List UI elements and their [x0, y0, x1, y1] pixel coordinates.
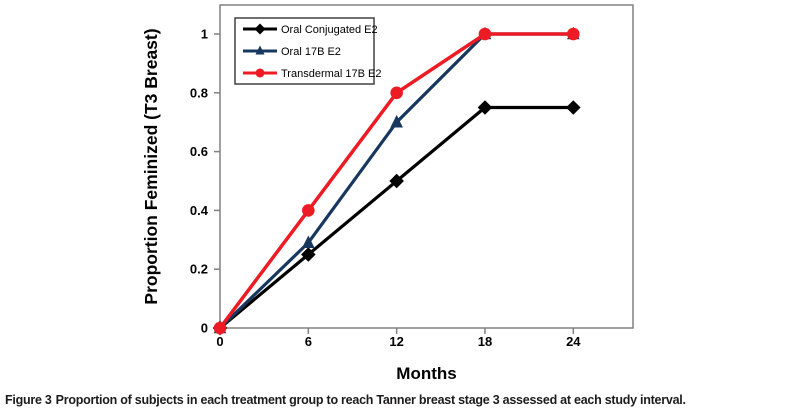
chart-svg: 0 0.2 0.4 0.6 0.8 1 0 6 12 18 24 Oral Conjugated E2…	[141, 4, 634, 383]
data-point-marker	[567, 27, 580, 41]
y-tick-label: 0.8	[190, 85, 208, 100]
data-point-marker	[478, 27, 492, 41]
x-axis: 0 6 12 18 24	[216, 328, 581, 349]
legend-label: Transdermal 17B E2	[281, 68, 381, 80]
data-point-marker	[390, 86, 403, 100]
data-point-marker	[477, 100, 493, 115]
y-axis: 0 0.2 0.4 0.6 0.8 1	[190, 27, 220, 336]
legend-marker-triangle-icon	[255, 45, 265, 55]
legend-label: Oral 17B E2	[281, 46, 341, 58]
y-tick-label: 0.4	[190, 203, 209, 218]
data-point-marker	[302, 235, 315, 249]
legend-marker-diamond-icon	[254, 23, 266, 35]
figure-caption-label: Figure 3	[5, 393, 52, 407]
data-point-marker	[566, 100, 581, 115]
legend-label: Oral Conjugated E2	[281, 24, 378, 36]
data-point-marker	[213, 321, 227, 335]
y-tick-label: 0.2	[190, 262, 208, 277]
y-tick-label: 0.6	[190, 144, 208, 159]
legend-marker-circle-icon	[255, 68, 265, 78]
legend: Oral Conjugated E2 Oral 17B E2 Transdermal…	[234, 17, 381, 85]
x-tick-label: 6	[305, 334, 312, 349]
x-axis-title: Months	[396, 364, 456, 383]
y-tick-label: 0	[201, 321, 208, 336]
x-tick-label: 18	[478, 334, 492, 349]
data-point-marker	[389, 173, 404, 189]
figure-caption-text: Proportion of subjects in each treatment…	[55, 393, 686, 407]
y-tick-label: 1	[201, 27, 208, 42]
x-tick-label: 0	[216, 334, 223, 349]
legend-entry: Oral Conjugated E2	[243, 23, 378, 36]
data-point-marker	[390, 114, 403, 128]
x-tick-label: 12	[389, 334, 403, 349]
legend-entry: Transdermal 17B E2	[243, 68, 381, 80]
data-point-marker	[301, 247, 316, 262]
figure-caption: Figure 3 Proportion of subjects in each t…	[5, 393, 686, 407]
data-point-marker	[302, 204, 315, 217]
x-tick-label: 24	[566, 334, 581, 349]
y-axis-title: Proportion Feminized (T3 Breast)	[141, 28, 161, 304]
legend-entry: Oral 17B E2	[243, 45, 341, 58]
series-transdermal-17b-e2	[213, 27, 580, 335]
